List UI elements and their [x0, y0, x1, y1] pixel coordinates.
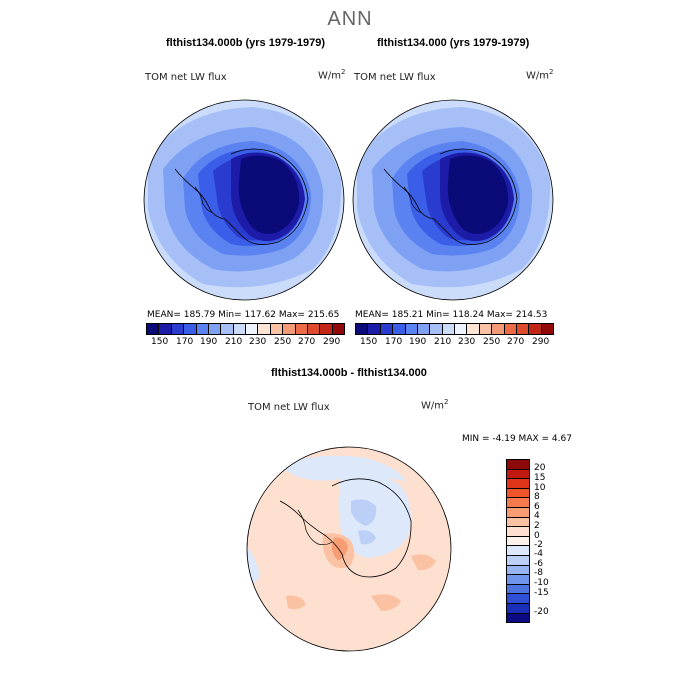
- tick-label: 230: [458, 337, 476, 347]
- panel-2-units: W/m2: [526, 68, 554, 82]
- panel-2-variable: TOM net LW flux: [354, 72, 436, 83]
- tick-label: 10: [534, 483, 546, 493]
- panel-2-colorbar-labels: 150 170 190 210 230 250 270 290: [355, 337, 552, 349]
- diff-variable: TOM net LW flux: [248, 402, 330, 413]
- panel-1-colorbar-labels: 150 170 190 210 230 250 270 290: [146, 337, 343, 349]
- tick-label: 20: [534, 463, 546, 473]
- figure-title: ANN: [327, 8, 373, 30]
- panel-1-title: flthist134.000b (yrs 1979-1979): [166, 37, 325, 49]
- diff-colorbar-labels: 20 15 10 8 6 4 2 0 -2 -4 -6 -8 -10 -15 -…: [534, 459, 574, 629]
- panel-2-polar-map: [352, 99, 554, 301]
- tick-label: 4: [534, 511, 540, 521]
- tick-label: 15: [534, 473, 546, 483]
- tick-label: 290: [532, 337, 550, 347]
- tick-label: 150: [360, 337, 378, 347]
- panel-2-stats: MEAN= 185.21 Min= 118.24 Max= 214.53: [355, 310, 548, 320]
- tick-label: -10: [534, 578, 549, 588]
- diff-units: W/m2: [421, 398, 449, 412]
- tick-label: -8: [534, 568, 543, 578]
- tick-label: 6: [534, 502, 540, 512]
- panel-1-variable: TOM net LW flux: [145, 72, 227, 83]
- panel-1-polar-map: [143, 99, 345, 301]
- tick-label: -2: [534, 540, 543, 550]
- tick-label: 170: [176, 337, 194, 347]
- tick-label: -20: [534, 607, 549, 617]
- panel-1-colorbar: [146, 323, 345, 335]
- tick-label: 150: [151, 337, 169, 347]
- tick-label: 250: [483, 337, 501, 347]
- tick-label: -4: [534, 549, 543, 559]
- tick-label: 270: [298, 337, 316, 347]
- tick-label: 210: [434, 337, 452, 347]
- diff-colorbar: [506, 459, 530, 623]
- tick-label: 190: [200, 337, 218, 347]
- tick-label: 0: [534, 531, 540, 541]
- panel-2-colorbar: [355, 323, 554, 335]
- tick-label: 2: [534, 521, 540, 531]
- panel-1-stats: MEAN= 185.79 Min= 117.62 Max= 215.65: [147, 310, 340, 320]
- tick-label: 250: [274, 337, 292, 347]
- tick-label: -15: [534, 588, 549, 598]
- tick-label: 8: [534, 492, 540, 502]
- tick-label: 270: [507, 337, 525, 347]
- panel-1-units: W/m2: [318, 68, 346, 82]
- tick-label: -6: [534, 559, 543, 569]
- tick-label: 210: [225, 337, 243, 347]
- diff-stats: MIN = -4.19 MAX = 4.67: [462, 434, 572, 444]
- tick-label: 170: [385, 337, 403, 347]
- tick-label: 230: [249, 337, 267, 347]
- diff-title: flthist134.000b - flthist134.000: [271, 367, 427, 379]
- tick-label: 290: [323, 337, 341, 347]
- diff-polar-map: [246, 446, 452, 652]
- panel-2-title: flthist134.000 (yrs 1979-1979): [377, 37, 530, 49]
- tick-label: 190: [409, 337, 427, 347]
